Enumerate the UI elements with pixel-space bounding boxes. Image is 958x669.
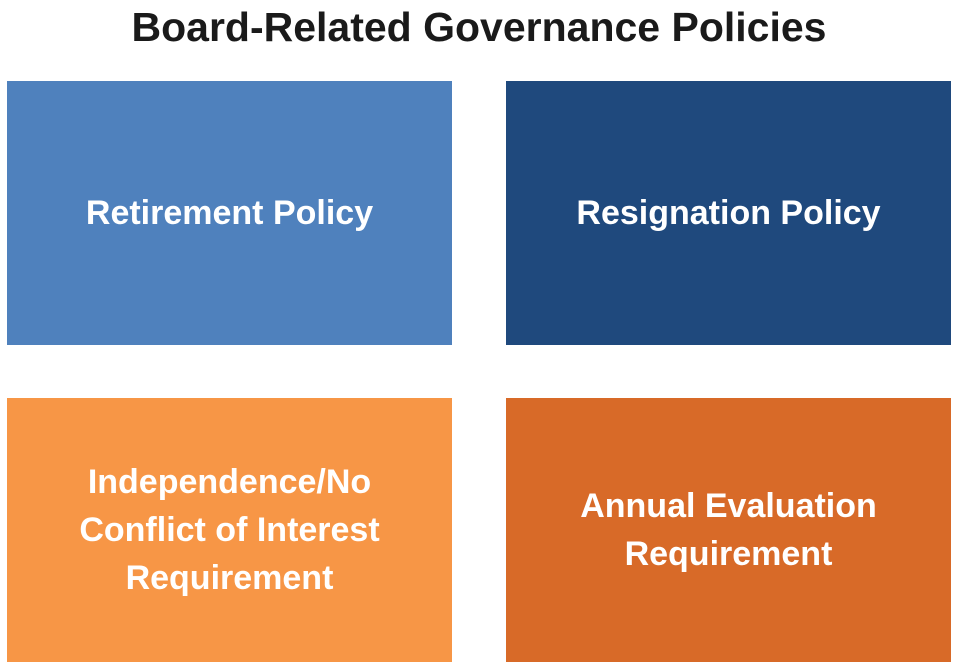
box-label: Retirement Policy (85, 194, 374, 232)
box-independence-requirement: Independence/No Conflict of Interest Req… (7, 398, 452, 662)
box-retirement-policy: Retirement Policy (7, 81, 452, 345)
box-label: Independence/No Conflict of Interest Req… (79, 463, 380, 597)
diagram-title: Board-Related Governance Policies (131, 4, 827, 50)
box-resignation-policy: Resignation Policy (506, 81, 951, 345)
box-label: Resignation Policy (576, 194, 881, 232)
box-annual-evaluation: Annual Evaluation Requirement (506, 398, 951, 662)
box-label: Annual Evaluation Requirement (580, 487, 877, 573)
